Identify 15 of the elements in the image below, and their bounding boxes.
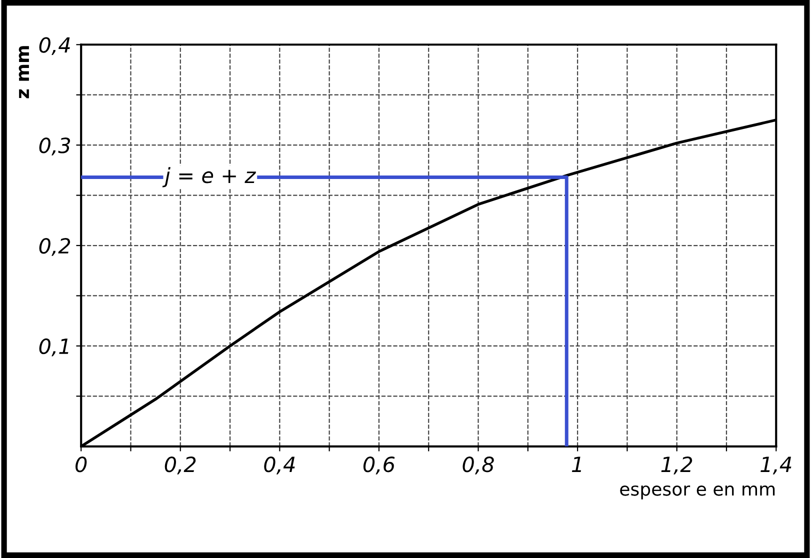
- y-tick-label: 0,2: [39, 238, 70, 256]
- annotation: j = e + z: [162, 167, 256, 188]
- x-axis-title: espesor e en mm: [620, 485, 775, 500]
- y-tick-label: 0,4: [39, 37, 70, 55]
- x-tick-label: 0: [76, 456, 87, 472]
- y-tick-label: 0,1: [39, 338, 68, 356]
- x-tick-label: 0,8: [462, 456, 494, 474]
- y-tick-label: 0,3: [39, 138, 70, 156]
- x-tick-label: 1,2: [661, 456, 692, 474]
- y-axis-title: z mm: [18, 46, 29, 98]
- x-tick-label: 0,2: [164, 456, 196, 474]
- x-tick-label: 0,4: [264, 456, 295, 474]
- x-tick-label: 1,4: [760, 456, 792, 474]
- x-tick-label: 1: [572, 456, 582, 472]
- x-tick-label: 0,6: [363, 456, 395, 474]
